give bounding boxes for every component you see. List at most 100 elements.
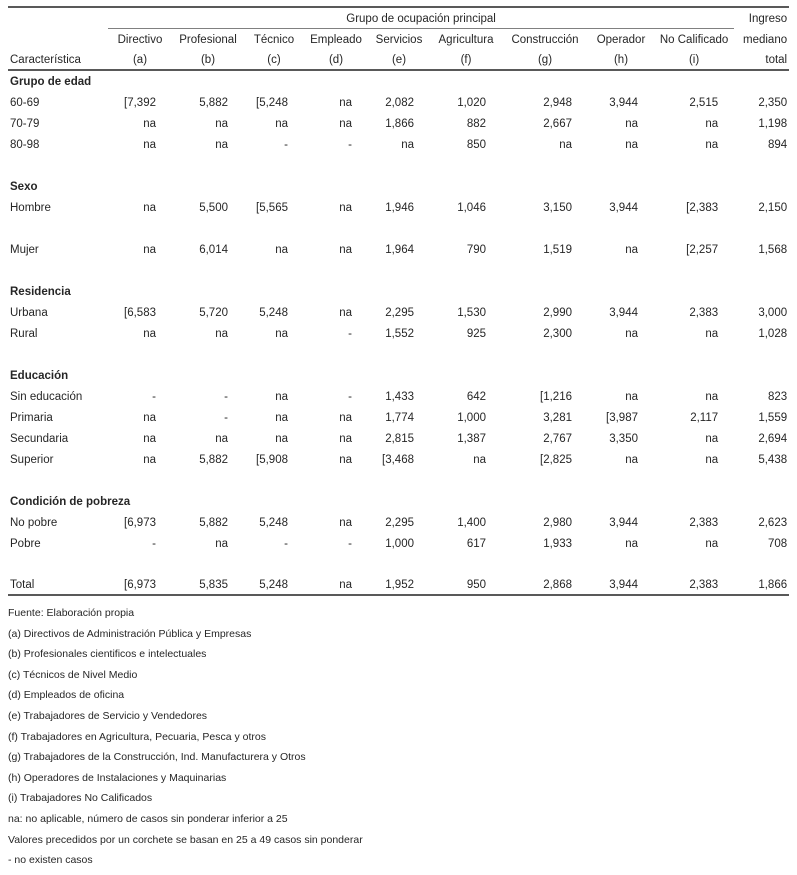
data-cell: na bbox=[625, 118, 638, 130]
data-cell: na bbox=[705, 433, 719, 445]
data-cell: na bbox=[705, 328, 719, 340]
data-cell: 2,623 bbox=[758, 517, 788, 529]
footnote-line: (c) Técnicos de Nivel Medio bbox=[8, 668, 138, 681]
section-title: Grupo de edad bbox=[10, 76, 92, 88]
total-cell: 2,868 bbox=[502, 574, 588, 596]
col-key-a: (a) bbox=[108, 49, 172, 71]
data-cell: 1,433 bbox=[385, 391, 414, 403]
section-title: Educación bbox=[10, 370, 69, 382]
data-cell: 2,350 bbox=[758, 97, 788, 109]
data-cell: 6,014 bbox=[199, 244, 228, 256]
data-cell: 5,248 bbox=[259, 517, 288, 529]
income-header-line-1: Ingreso bbox=[748, 13, 788, 25]
total-cell: 950 bbox=[430, 574, 502, 596]
data-cell: 3,000 bbox=[758, 307, 788, 319]
col-header-operador: Operador bbox=[596, 34, 646, 46]
col-header-profesional: Profesional bbox=[179, 34, 237, 46]
data-cell: 2,980 bbox=[543, 517, 572, 529]
data-cell: na bbox=[215, 433, 228, 445]
data-cell: 2,990 bbox=[543, 307, 572, 319]
data-cell: na bbox=[143, 202, 156, 214]
row-label: Rural bbox=[10, 328, 38, 340]
footnote-line: (f) Trabajadores en Agricultura, Pecuari… bbox=[8, 730, 266, 743]
data-cell: 1,866 bbox=[385, 118, 414, 130]
data-cell: 1,559 bbox=[758, 412, 788, 424]
data-cell: - bbox=[348, 391, 352, 403]
data-cell: - bbox=[348, 328, 352, 340]
data-cell: na bbox=[705, 118, 719, 130]
table-body: Grupo de edad 60-69 [7,392 5,882 [5,248 na 2,0… bbox=[8, 70, 790, 596]
data-cell: na bbox=[401, 139, 414, 151]
section-gap bbox=[8, 154, 789, 175]
data-cell: 3,281 bbox=[543, 412, 572, 424]
data-cell: na bbox=[339, 202, 352, 214]
data-cell: 3,944 bbox=[609, 202, 638, 214]
data-cell: na bbox=[275, 244, 288, 256]
header-spacer-cell bbox=[8, 28, 108, 49]
data-cell: na bbox=[339, 118, 352, 130]
footnote-line: (h) Operadores de Instalaciones y Maquin… bbox=[8, 771, 227, 784]
data-cell: 5,438 bbox=[758, 454, 788, 466]
data-cell: na bbox=[215, 538, 228, 550]
data-cell: [6,583 bbox=[124, 307, 156, 319]
data-cell: 2,948 bbox=[543, 97, 572, 109]
footnote-line: na: no aplicable, número de casos sin po… bbox=[8, 812, 288, 825]
row-label: 70-79 bbox=[10, 118, 40, 130]
total-cell: [6,973 bbox=[108, 574, 172, 596]
col-header-agricultura: Agricultura bbox=[438, 34, 494, 46]
data-cell: - bbox=[284, 538, 288, 550]
data-cell: 3,944 bbox=[609, 97, 638, 109]
data-cell: 5,882 bbox=[199, 97, 228, 109]
data-cell: na bbox=[339, 433, 352, 445]
income-header-line-2: mediano bbox=[743, 34, 788, 46]
footnote-line: (a) Directivos de Administración Pública… bbox=[8, 627, 252, 640]
data-cell: [6,973 bbox=[124, 517, 156, 529]
data-cell: 5,720 bbox=[199, 307, 228, 319]
footnote-line: (g) Trabajadores de la Construcción, Ind… bbox=[8, 751, 306, 764]
col-key-d: (d) bbox=[304, 49, 368, 71]
data-cell: na bbox=[559, 139, 572, 151]
data-cell: na bbox=[625, 454, 638, 466]
data-cell: na bbox=[339, 517, 352, 529]
data-cell: 3,150 bbox=[543, 202, 572, 214]
data-cell: 850 bbox=[466, 139, 486, 151]
data-cell: na bbox=[339, 412, 352, 424]
col-key-h: (h) bbox=[588, 49, 654, 71]
data-cell: 3,944 bbox=[609, 517, 638, 529]
data-cell: 1,000 bbox=[385, 538, 414, 550]
data-cell: na bbox=[339, 244, 352, 256]
data-cell: 2,694 bbox=[758, 433, 788, 445]
data-cell: - bbox=[224, 412, 228, 424]
data-cell: na bbox=[215, 139, 228, 151]
footnote-line: - no existen casos bbox=[8, 854, 93, 867]
data-cell: [5,565 bbox=[256, 202, 288, 214]
data-cell: na bbox=[215, 118, 228, 130]
income-header-line-3: total bbox=[734, 49, 790, 71]
income-by-occupation-table: Grupo de ocupación principal Ingreso Dir… bbox=[8, 6, 790, 596]
row-label: Urbana bbox=[10, 307, 48, 319]
data-cell: na bbox=[705, 538, 719, 550]
row-label: Mujer bbox=[10, 244, 39, 256]
data-cell: 2,295 bbox=[385, 517, 414, 529]
data-cell: [5,908 bbox=[256, 454, 288, 466]
data-cell: 642 bbox=[466, 391, 486, 403]
data-cell: [1,216 bbox=[540, 391, 572, 403]
row-label-header: Característica bbox=[8, 49, 108, 71]
data-cell: 2,383 bbox=[689, 307, 719, 319]
col-key-c: (c) bbox=[244, 49, 304, 71]
data-cell: 5,882 bbox=[199, 517, 228, 529]
header-spacer-cell bbox=[8, 7, 108, 28]
data-cell: 2,815 bbox=[385, 433, 414, 445]
data-cell: [7,392 bbox=[124, 97, 156, 109]
occupation-group-header: Grupo de ocupación principal bbox=[108, 7, 735, 29]
data-cell: 1,028 bbox=[758, 328, 788, 340]
row-label: Primaria bbox=[10, 412, 53, 424]
footnote-line: (i) Trabajadores No Calificados bbox=[8, 792, 153, 805]
data-cell: 5,882 bbox=[199, 454, 228, 466]
col-header-servicios: Servicios bbox=[375, 34, 423, 46]
data-cell: 2,117 bbox=[690, 412, 719, 424]
col-key-i: (i) bbox=[654, 49, 735, 71]
col-header-construccion: Construcción bbox=[511, 34, 579, 46]
data-cell: 5,248 bbox=[259, 307, 288, 319]
